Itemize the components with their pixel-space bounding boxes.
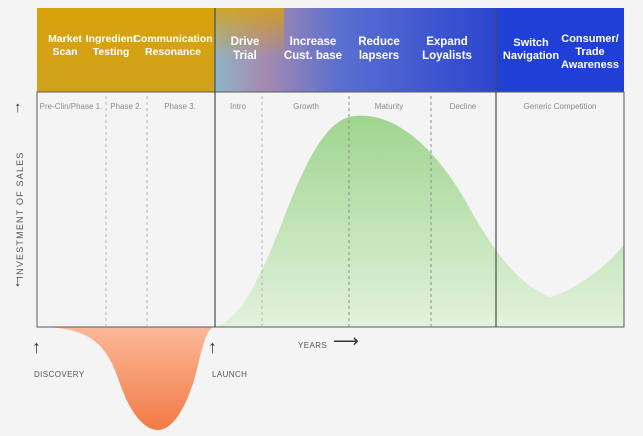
stage-label-communication-resonance: Communication Resonance (133, 33, 213, 58)
right-arrow-icon: ⟶ (333, 331, 359, 351)
header-band (37, 8, 624, 92)
pre-launch-segment (37, 8, 214, 92)
up-arrow-icon: ↑ (14, 99, 22, 116)
stage-label-drive-trial: Drive Trial (230, 36, 260, 62)
lifecycle-segment-glow (214, 8, 284, 92)
down-arrow-icon: ↓ (14, 273, 22, 290)
investment-curve (37, 327, 215, 430)
stage-label-expand-loyalists: Expand Loyalists (422, 36, 472, 62)
launch-label: LAUNCH (212, 370, 248, 379)
stage-label-ingredient-testing: Ingredient Testing (85, 33, 137, 58)
stage-label-reduce-lapsers: Reduce lapsers (358, 36, 400, 62)
y-axis-title: INVESTMENT OF SALES (15, 151, 25, 279)
phase-label-generic-competition: Generic Competition (523, 102, 597, 111)
phase-label-phase-3: Phase 3. (164, 102, 196, 111)
phase-label-intro: Intro (229, 102, 247, 111)
stage-label-switch-navigation: Switch Navigation (502, 37, 560, 62)
phase-label-pre-clin: Pre-Clin/Phase 1. (39, 102, 103, 111)
sales-curve (215, 115, 624, 327)
phase-label-growth: Growth (293, 102, 319, 111)
discovery-arrow-icon: ↑ (32, 337, 41, 357)
chart-frame (36, 91, 625, 328)
phase-label-phase-2: Phase 2. (110, 102, 142, 111)
stage-label-consumer-trade-awareness: Consumer/ Trade Awareness (561, 33, 619, 71)
phase-label-maturity: Maturity (374, 102, 404, 111)
stage-label-increase-cust-base: Increase Cust. base (283, 36, 343, 62)
stage-label-market-scan: Market Scan (48, 33, 82, 58)
discovery-label: DISCOVERY (34, 370, 85, 379)
generic-segment (496, 8, 624, 92)
launch-arrow-icon: ↑ (208, 337, 217, 357)
phase-label-decline: Decline (449, 102, 477, 111)
x-axis-title: YEARS (298, 341, 328, 350)
